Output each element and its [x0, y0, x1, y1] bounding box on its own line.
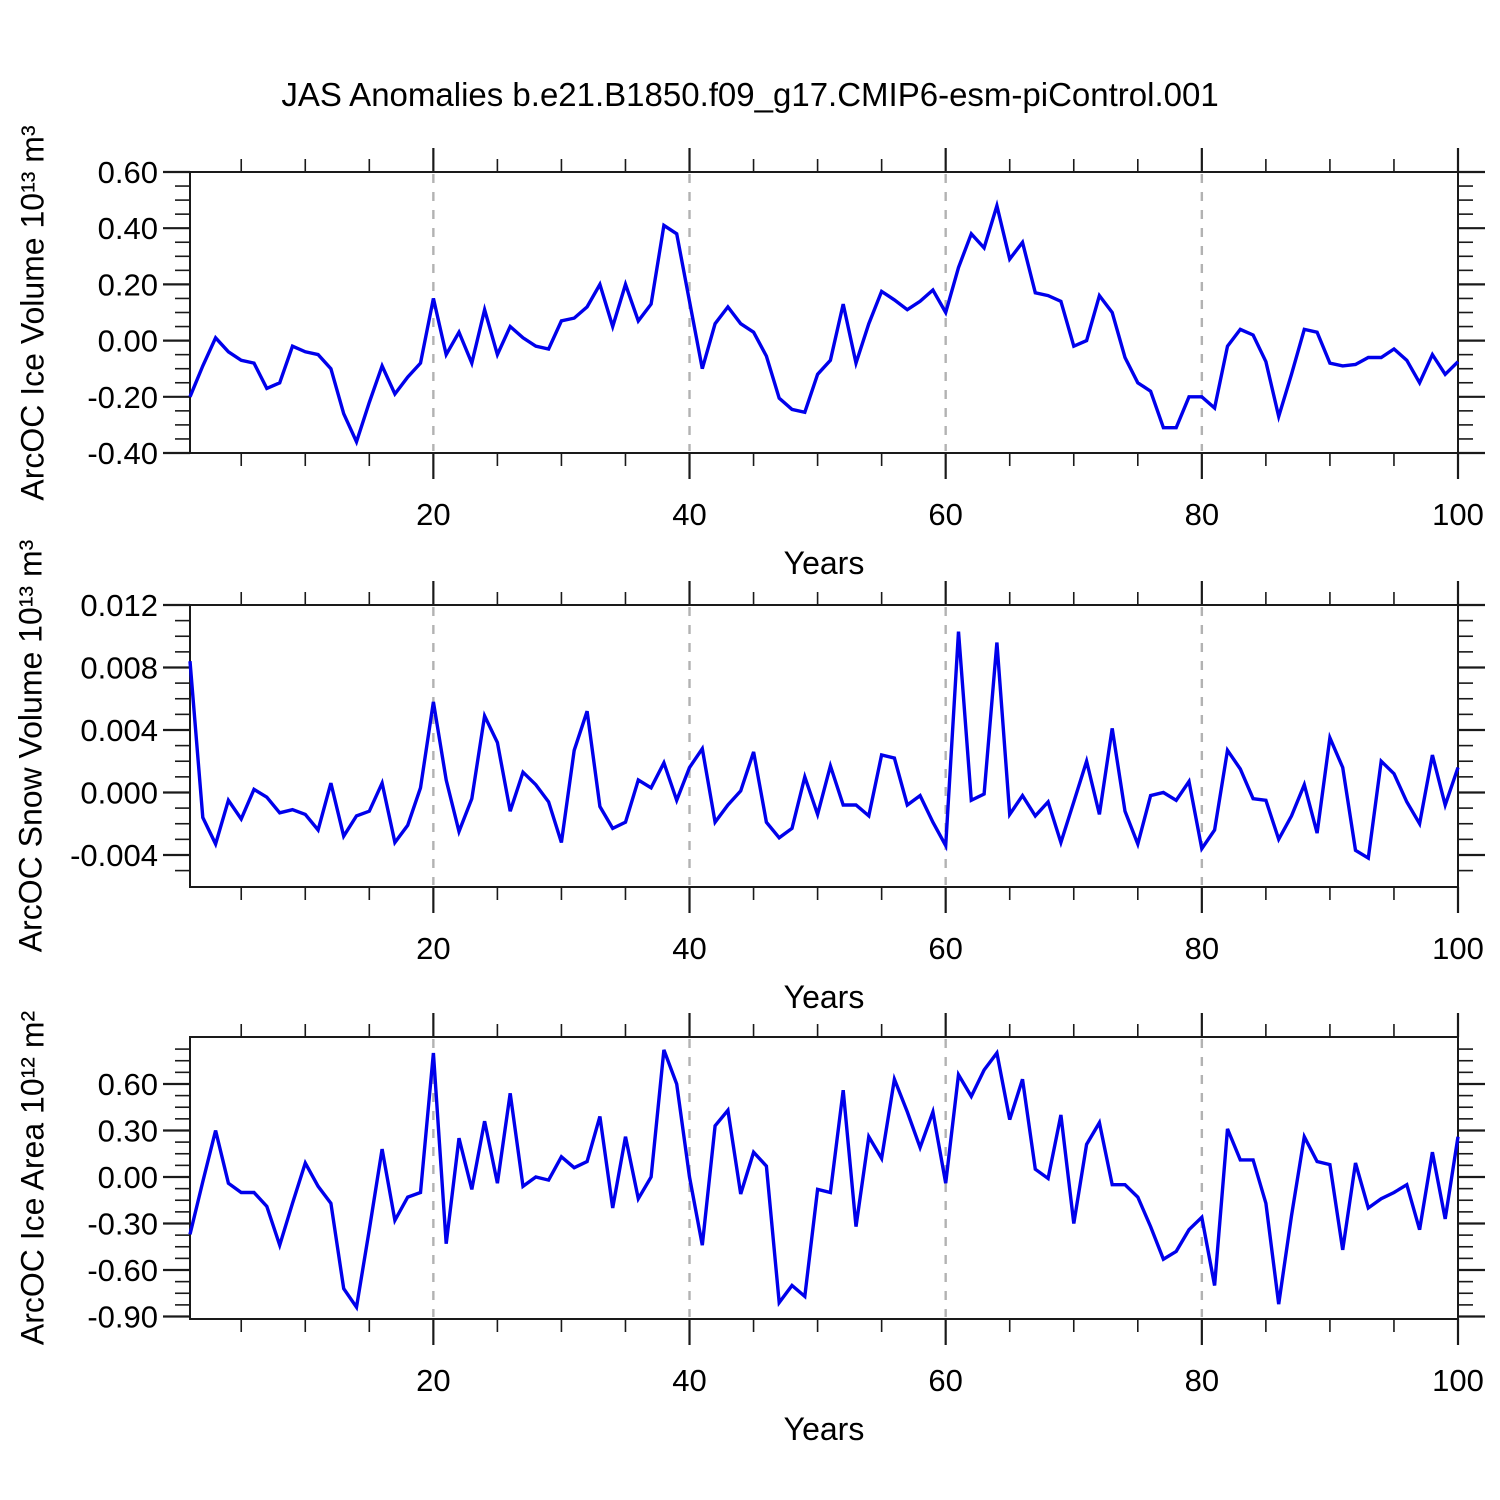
series-line-ice-volume: [188, 199, 1460, 447]
x-tick-label: 100: [1432, 1363, 1484, 1398]
y-tick-label: 0.60: [98, 1067, 158, 1102]
x-tick-label: 80: [1185, 1363, 1219, 1398]
y-tick-label: -0.40: [87, 436, 158, 471]
plot-frame: [189, 604, 1459, 888]
y-tick-label: -0.004: [70, 838, 158, 873]
x-tick-label: 80: [1185, 497, 1219, 532]
x-tick-label: 100: [1432, 497, 1484, 532]
x-tick-label: 60: [928, 931, 962, 966]
x-tick-label: 20: [416, 1363, 450, 1398]
chart-title: JAS Anomalies b.e21.B1850.f09_g17.CMIP6-…: [281, 76, 1219, 113]
x-tick-label: 40: [672, 931, 706, 966]
x-tick-label: 60: [928, 1363, 962, 1398]
x-axis-label-panel1: Years: [783, 545, 865, 581]
y-tick-label: 0.012: [80, 588, 158, 623]
y-tick-label: 0.004: [80, 713, 158, 748]
x-tick-label: 20: [416, 497, 450, 532]
panel-ice-volume: 20 40 60 80 100 0.60 0.40 0.20 0.00 -0.20 -0.40: [87, 148, 1485, 532]
y-tick-label: 0.20: [98, 267, 158, 302]
y-tick-label: 0.60: [98, 155, 158, 190]
y-tick-label: 0.00: [98, 1160, 158, 1195]
x-tick-label: 40: [672, 497, 706, 532]
panel-ice-area: 20 40 60 80 100 0.60 0.30 0.00 -0.30 -0.60 -0.90: [87, 1013, 1485, 1398]
y-tick-label: 0.00: [98, 324, 158, 359]
y-tick-label: 0.40: [98, 211, 158, 246]
plot-frame: [189, 1036, 1459, 1320]
y-tick-label: 0.000: [80, 775, 158, 810]
plot-frame: [189, 171, 1459, 454]
series-line-ice-area: [188, 1048, 1460, 1312]
y-tick-label: -0.30: [87, 1207, 158, 1242]
panel-snow-volume: 20 40 60 80 100 0.012 0.008 0.004 0.000 -0.004: [70, 581, 1485, 966]
y-tick-label: 0.30: [98, 1113, 158, 1148]
x-axis-label-panel2: Years: [783, 979, 865, 1015]
x-tick-label: 20: [416, 931, 450, 966]
y-tick-label: -0.20: [87, 380, 158, 415]
x-tick-label: 60: [928, 497, 962, 532]
y-tick-label: 0.008: [80, 650, 158, 685]
x-axis-label-panel3: Years: [783, 1411, 865, 1447]
x-tick-label: 80: [1185, 931, 1219, 966]
x-tick-label: 100: [1432, 931, 1484, 966]
series-line-snow-volume: [188, 631, 1460, 861]
y-tick-label: -0.90: [87, 1300, 158, 1335]
y-tick-label: -0.60: [87, 1253, 158, 1288]
x-tick-label: 40: [672, 1363, 706, 1398]
